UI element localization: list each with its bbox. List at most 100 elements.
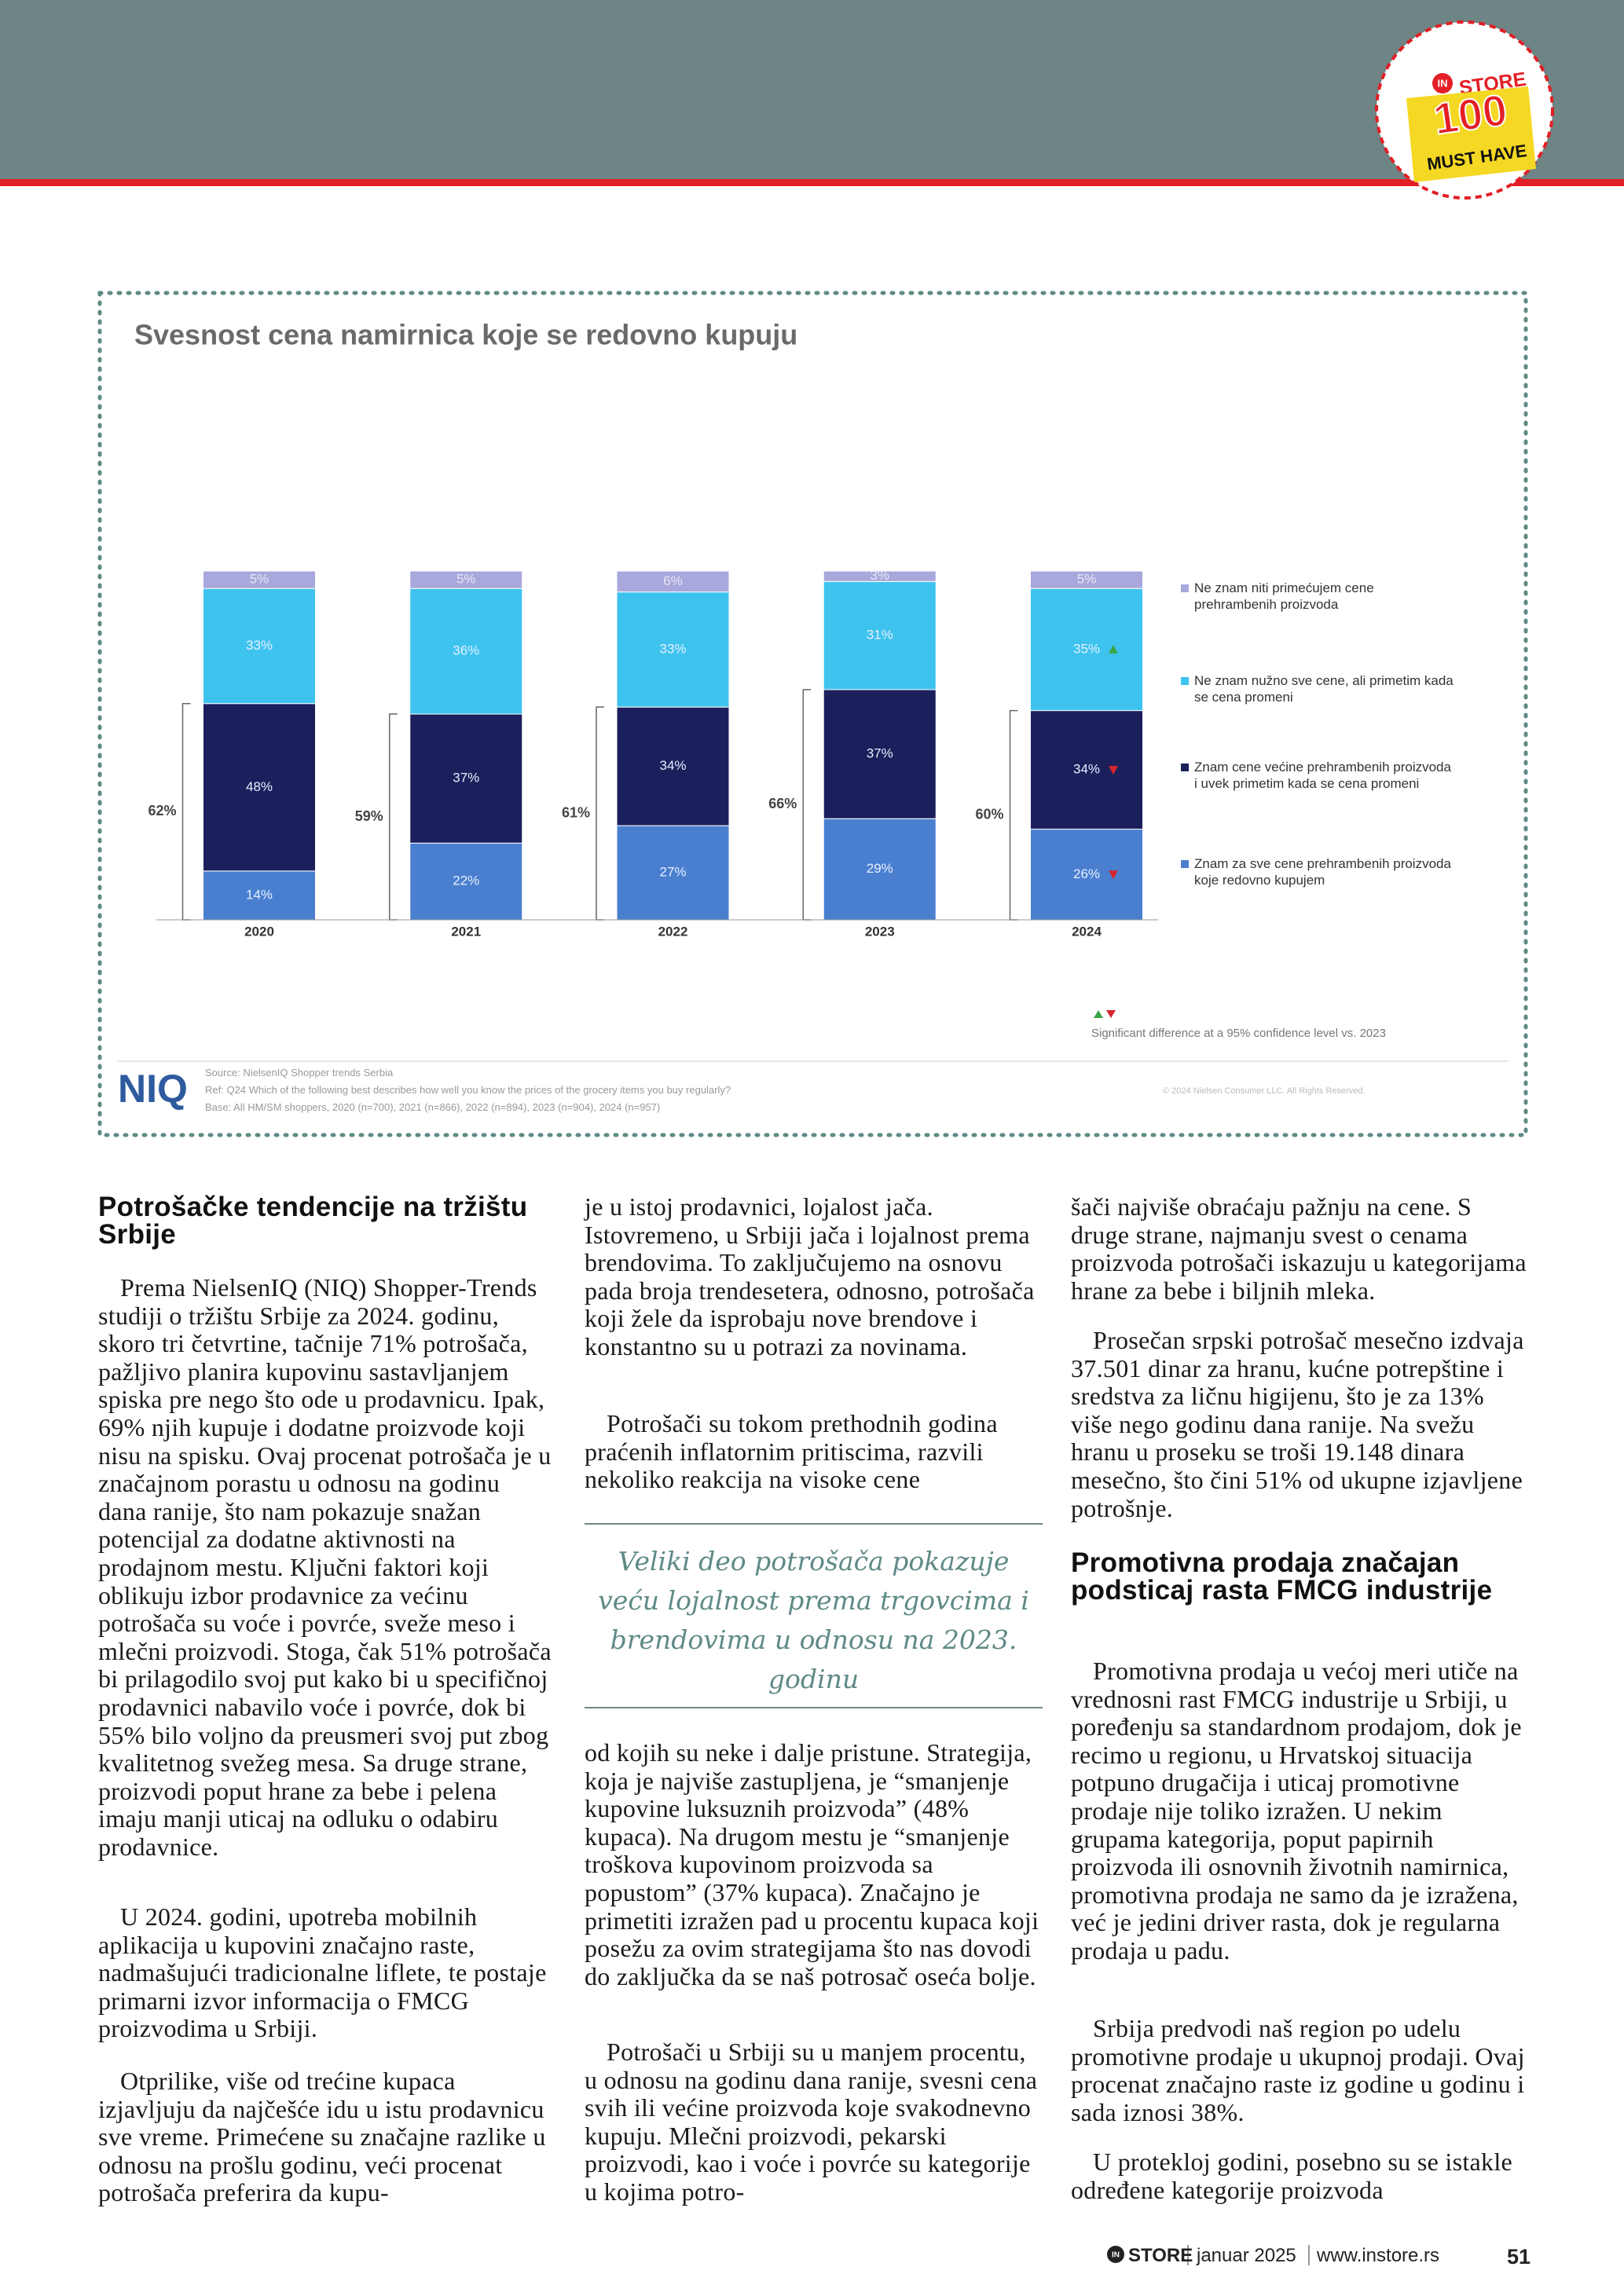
value-label: 37% xyxy=(867,746,893,761)
source-line: Base: All HM/SM shoppers, 2020 (n=700), … xyxy=(205,1101,661,1113)
legend-label: Ne znam niti primećujem cene prehrambeni… xyxy=(1194,580,1374,612)
value-label: 5% xyxy=(250,572,269,587)
bracket-label: 60% xyxy=(975,807,1003,822)
paragraph: Promotivna prodaja u većoj meri utiče na… xyxy=(1071,1657,1522,1965)
footer-logo xyxy=(1107,2246,1124,2263)
value-label: 33% xyxy=(659,641,686,656)
paragraph: Prosečan srpski potrošač mesečno izdvaja… xyxy=(1071,1326,1524,1522)
column: šači najviše obraćaju pažnju na cene. S … xyxy=(1071,1192,1527,1305)
section-heading: Promotivna prodaja značajan podsticaj ra… xyxy=(1071,1547,1493,1606)
paragraph: U proteklоj godini, posebno su se istakl… xyxy=(1071,2148,1513,2204)
value-label: 37% xyxy=(453,771,479,785)
badge-ribbon xyxy=(1406,86,1536,182)
column: Prema NielsenIQ (NIQ) Shopper-Trends stu… xyxy=(98,1273,554,1861)
value-label: 31% xyxy=(867,628,893,643)
column: U 2024. godini, upotreba mobilnih aplika… xyxy=(98,1902,554,2043)
sig-down xyxy=(1106,1010,1116,1018)
paragraph: je u istoj prodavnici, lojalost jača. Is… xyxy=(585,1192,1035,1360)
paragraph: Srbija predvodi naš region po udelu prom… xyxy=(1071,2014,1525,2126)
bracket xyxy=(1009,709,1018,921)
header-band xyxy=(0,0,1624,179)
value-label: 5% xyxy=(1077,572,1097,587)
bracket-label: 59% xyxy=(355,808,383,824)
column: Prosečan srpski potrošač mesečno izdvaja… xyxy=(1071,1326,1527,1522)
chart-frame xyxy=(97,291,1528,1137)
source-line: Ref: Q24 Which of the following best des… xyxy=(205,1084,731,1096)
value-label: 34% xyxy=(659,758,686,773)
bracket-label: 66% xyxy=(768,796,797,811)
bracket-label: 62% xyxy=(148,803,176,818)
value-label: 14% xyxy=(246,887,273,902)
badge-logo-text: IN xyxy=(1438,77,1448,89)
value-label: 27% xyxy=(659,865,686,880)
value-label: 34% xyxy=(1073,762,1100,777)
x-tick-label: 2020 xyxy=(244,924,274,939)
bar-segment xyxy=(1030,570,1143,589)
bracket xyxy=(181,702,191,921)
value-label: 36% xyxy=(453,643,479,658)
bar-segment xyxy=(409,570,523,589)
bar-segment xyxy=(616,706,730,826)
paragraph: Potrošači su tokom prethodnih godina pra… xyxy=(585,1409,998,1494)
bracket-label: 61% xyxy=(562,804,590,820)
bracket xyxy=(389,713,398,921)
bar-segment xyxy=(409,842,523,921)
value-label: 48% xyxy=(246,779,273,794)
column: je u istoj prodavnici, lojalost jača. Is… xyxy=(585,1192,1043,1361)
page-number: 51 xyxy=(1507,2245,1531,2269)
footer-url: www.instore.rs xyxy=(1317,2245,1440,2266)
column: Potrošačke tendencije na tržištu Srbije xyxy=(98,1193,554,1248)
legend-label: Znam za sve cene prehrambenih proizvoda … xyxy=(1194,856,1451,888)
column: Srbija predvodi naš region po udelu prom… xyxy=(1071,2014,1527,2126)
niq-logo: NIQ xyxy=(118,1067,188,1111)
footer-logo-text: IN xyxy=(1112,2251,1120,2260)
bar-segment xyxy=(1030,710,1143,830)
bar-segment xyxy=(823,570,937,582)
x-tick-label: 2023 xyxy=(865,924,895,939)
value-label: 33% xyxy=(246,638,273,653)
paragraph: Prema NielsenIQ (NIQ) Shopper-Trends stu… xyxy=(98,1273,552,1861)
source-line: Source: NielsenIQ Shopper trends Serbia xyxy=(205,1067,394,1078)
chart-footnote: Significant difference at a 95% confiden… xyxy=(1091,1027,1386,1040)
bar-segment xyxy=(1030,829,1143,921)
column: Promotivna prodaja u većoj meri utiče na… xyxy=(1071,1657,1527,1965)
significance-marker xyxy=(1109,870,1118,880)
bar-segment xyxy=(409,713,523,844)
bar-segment xyxy=(1030,588,1143,712)
copyright: © 2024 Nielsen Consumer LLC. All Rights … xyxy=(1163,1086,1366,1096)
bar-segment xyxy=(203,570,316,589)
significance-marker xyxy=(1109,766,1118,775)
bar-segment xyxy=(616,570,730,593)
bar-segment xyxy=(203,703,316,872)
legend-swatch xyxy=(1181,860,1189,868)
value-label: 26% xyxy=(1073,866,1100,881)
bar-segment xyxy=(203,870,316,921)
section-heading: Potrošačke tendencije na tržištu Srbije xyxy=(98,1192,528,1250)
legend-swatch xyxy=(1181,764,1189,771)
paragraph: Potrošači u Srbiji su u manjem procentu,… xyxy=(585,2038,1038,2206)
column: od kojih su neke i dalje pristune. Strat… xyxy=(585,1738,1043,1990)
bracket xyxy=(802,689,812,921)
x-tick-label: 2024 xyxy=(1072,924,1102,939)
value-label: 5% xyxy=(456,572,476,587)
column: Otprilike, više od trećine kupaca izjavl… xyxy=(98,2067,554,2207)
paragraph: Otprilike, više od trećine kupaca izjavl… xyxy=(98,2067,546,2207)
bar-segment xyxy=(616,825,730,921)
bracket xyxy=(596,706,604,921)
column: U proteklоj godini, posebno su se istakl… xyxy=(1071,2148,1527,2204)
bar-segment xyxy=(823,580,937,690)
value-label: 6% xyxy=(663,573,683,588)
bar-segment xyxy=(823,689,937,819)
bar-segment xyxy=(203,588,316,705)
value-label: 22% xyxy=(453,873,479,888)
bar-segment xyxy=(616,591,730,708)
paragraph: od kojih su neke i dalje pristune. Strat… xyxy=(585,1738,1039,1990)
value-label: 3% xyxy=(870,568,889,583)
paragraph: šači najviše obraćaju pažnju na cene. S … xyxy=(1071,1192,1527,1305)
column: Potrošači su tokom prethodnih godina pra… xyxy=(585,1409,1043,1494)
legend-swatch xyxy=(1181,584,1189,592)
footer-issue: januar 2025 xyxy=(1197,2245,1296,2266)
bar-segment xyxy=(823,818,937,921)
